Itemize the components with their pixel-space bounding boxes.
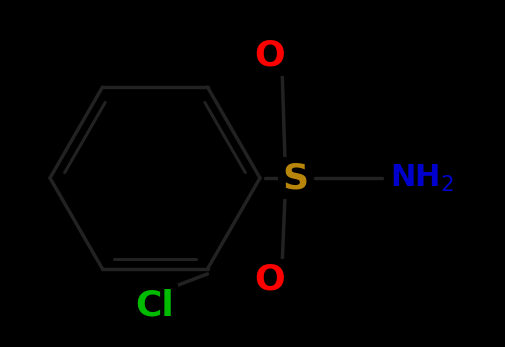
Text: NH$_2$: NH$_2$ <box>390 162 454 194</box>
Text: Cl: Cl <box>136 288 174 322</box>
Text: O: O <box>255 38 285 72</box>
Text: O: O <box>255 263 285 297</box>
Text: S: S <box>282 161 308 195</box>
